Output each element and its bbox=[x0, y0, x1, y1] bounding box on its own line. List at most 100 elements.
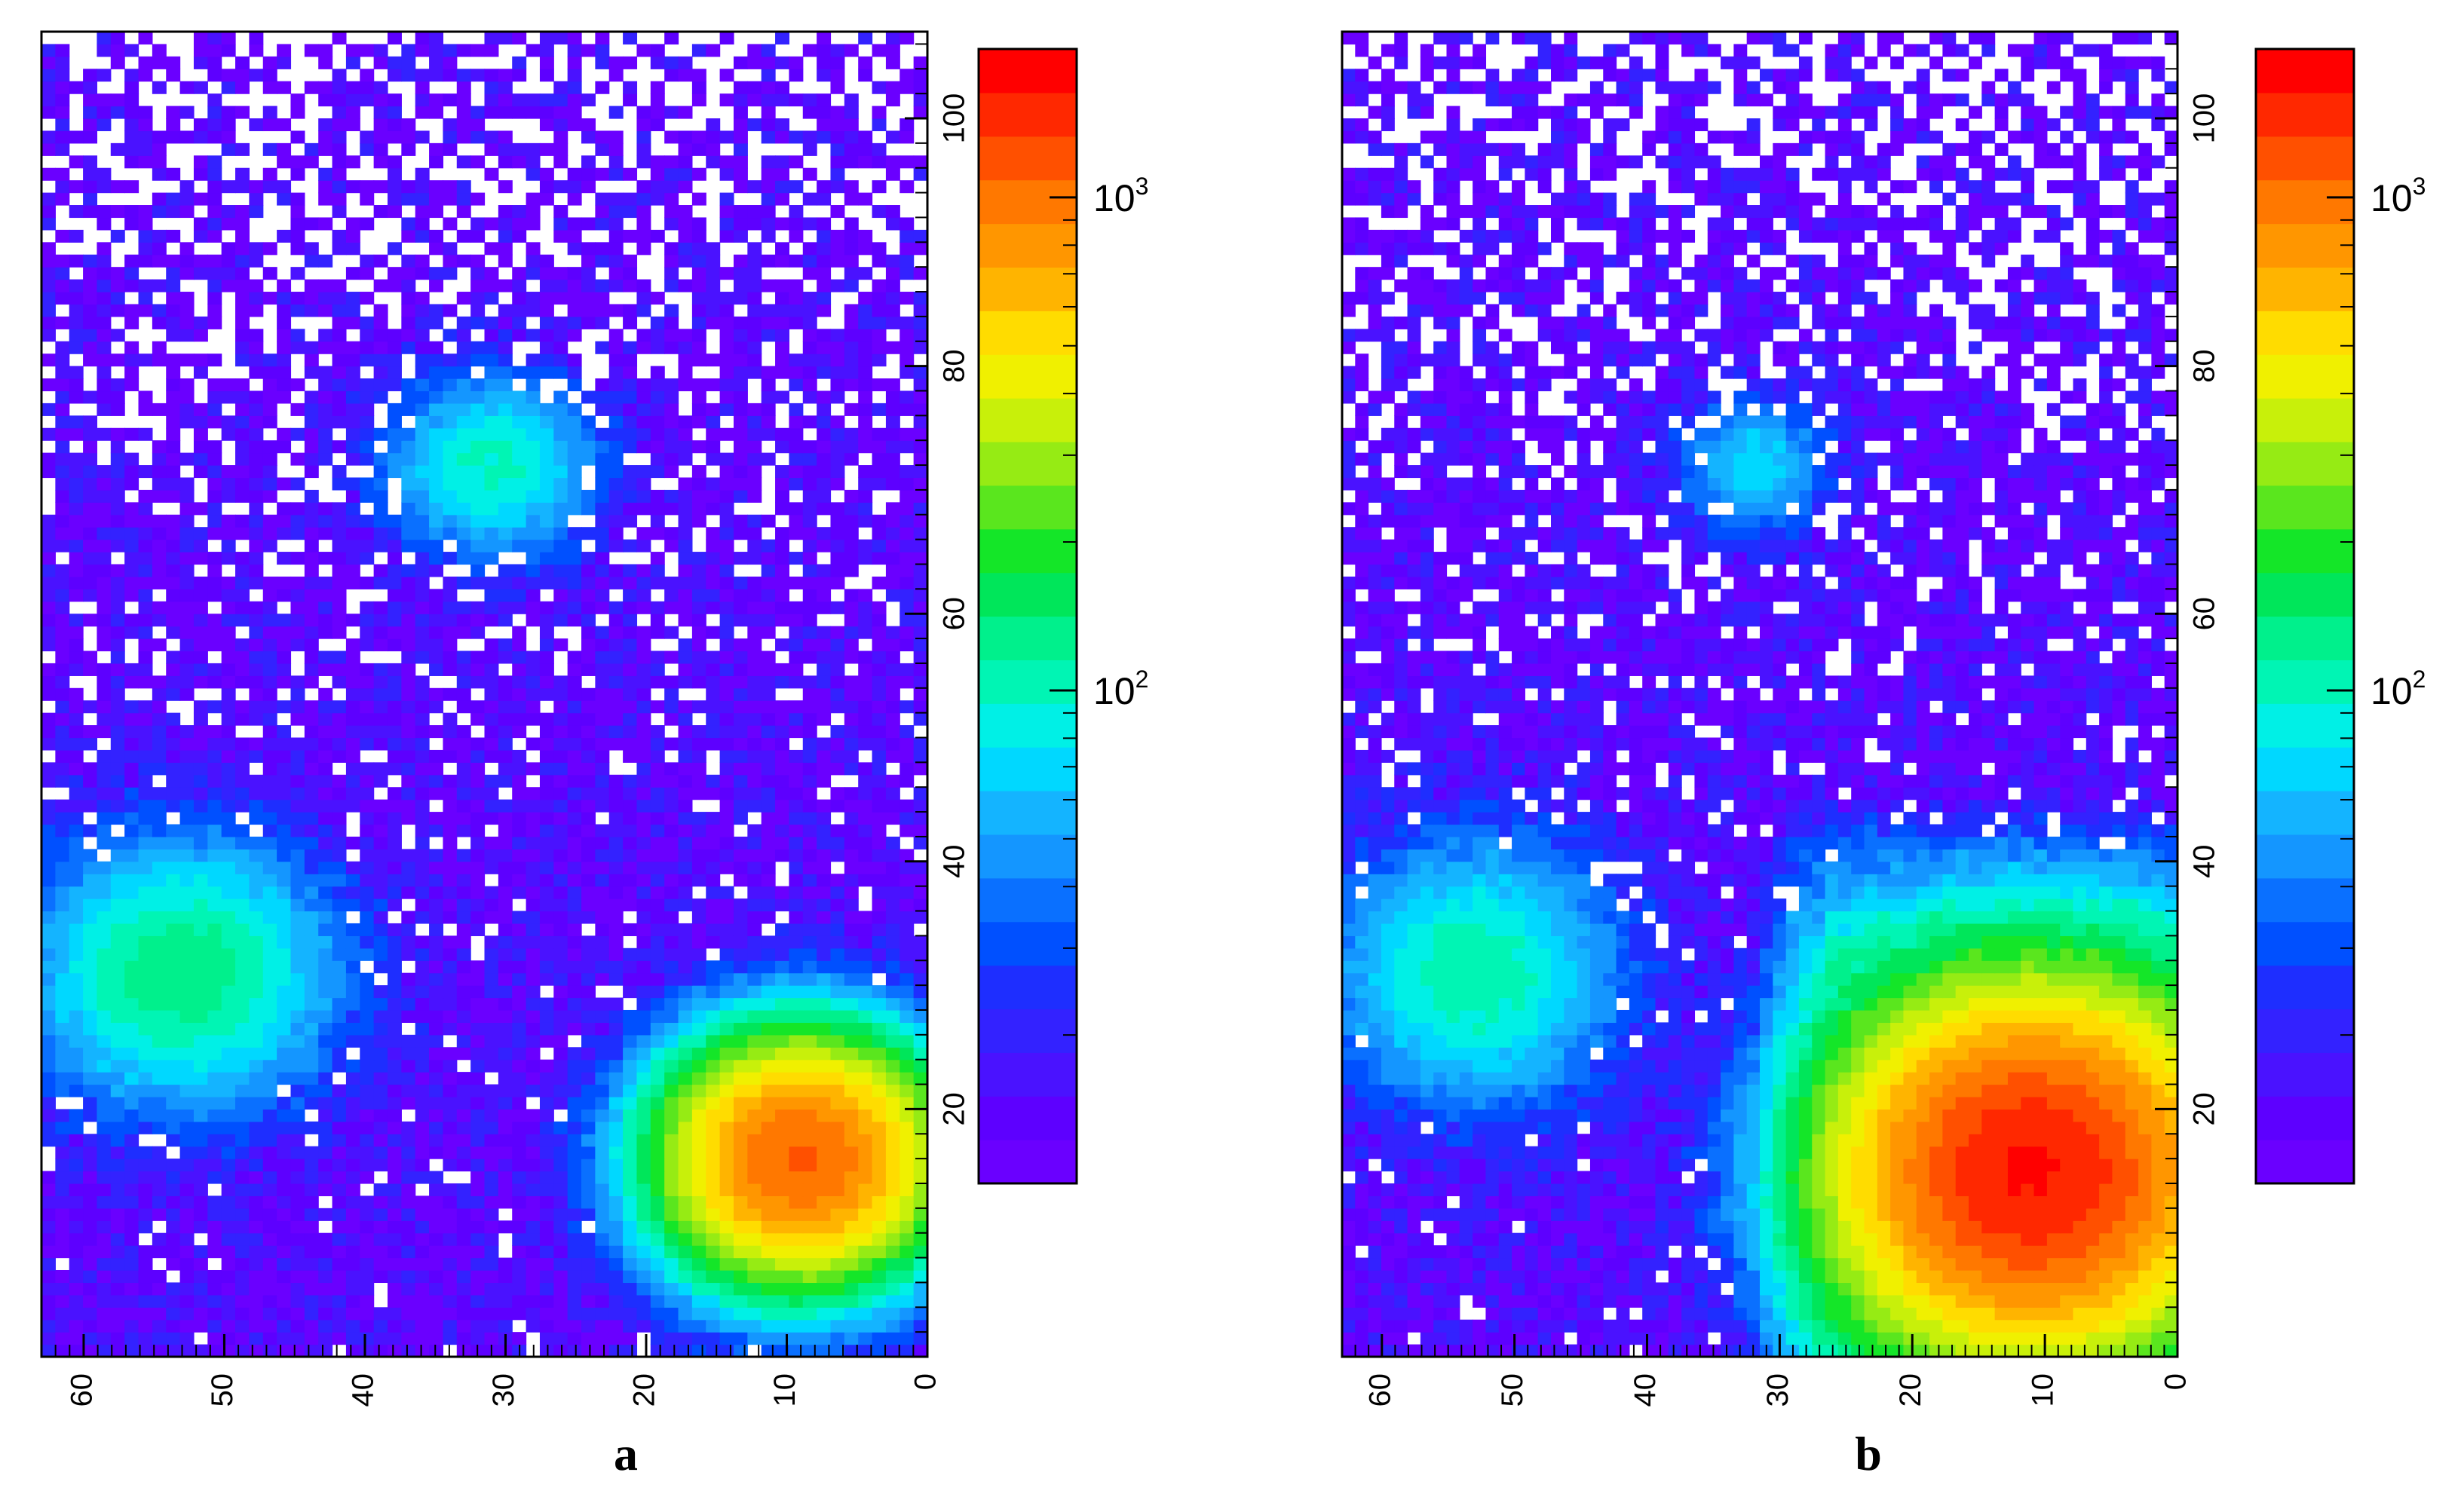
heatmap-a-bin bbox=[498, 366, 513, 379]
heatmap-a-bin bbox=[304, 427, 319, 441]
heatmap-a-bin bbox=[567, 378, 582, 392]
heatmap-a-bin bbox=[844, 1294, 859, 1308]
heatmap-a-bin bbox=[360, 292, 375, 305]
heatmap-a-bin bbox=[277, 390, 292, 404]
heatmap-a-bin bbox=[664, 1245, 679, 1259]
heatmap-a-bin bbox=[97, 725, 112, 739]
heatmap-a-bin bbox=[567, 1171, 582, 1184]
heatmap-a-bin bbox=[179, 614, 195, 627]
heatmap-a-bin bbox=[636, 589, 651, 602]
heatmap-a-bin bbox=[166, 403, 181, 416]
heatmap-a-bin bbox=[761, 366, 776, 379]
heatmap-a-bin bbox=[802, 477, 817, 491]
heatmap-a-bin bbox=[373, 935, 388, 949]
heatmap-a-bin bbox=[429, 477, 444, 491]
heatmap-a-bin bbox=[415, 700, 430, 714]
heatmap-a-bin bbox=[304, 812, 319, 825]
heatmap-a-bin bbox=[830, 341, 845, 354]
heatmap-a-bin bbox=[429, 1232, 444, 1246]
heatmap-a-bin bbox=[235, 985, 250, 999]
heatmap-a-bin bbox=[623, 1282, 638, 1296]
heatmap-a-bin bbox=[415, 378, 430, 392]
heatmap-a-bin bbox=[484, 749, 499, 763]
heatmap-a-bin bbox=[290, 614, 305, 627]
heatmap-a-bin bbox=[401, 1208, 416, 1221]
heatmap-a-bin bbox=[69, 1059, 84, 1073]
heatmap-a-bin bbox=[733, 366, 748, 379]
heatmap-a-bin bbox=[872, 1109, 887, 1122]
heatmap-a-bin bbox=[664, 1034, 679, 1048]
heatmap-a-bin bbox=[207, 626, 222, 639]
heatmap-a-bin bbox=[249, 799, 264, 813]
heatmap-a-bin bbox=[747, 1009, 762, 1023]
heatmap-a-bin bbox=[138, 1282, 153, 1296]
heatmap-a-bin bbox=[83, 1072, 98, 1085]
heatmap-a-bin bbox=[415, 614, 430, 627]
heatmap-a-bin bbox=[636, 564, 651, 577]
heatmap-a-bin bbox=[387, 725, 402, 739]
heatmap-a-bin bbox=[470, 614, 486, 627]
heatmap-a-bin bbox=[747, 415, 762, 429]
heatmap-a-bin bbox=[775, 1269, 790, 1284]
heatmap-a-bin bbox=[235, 824, 250, 837]
heatmap-a-bin bbox=[595, 1307, 610, 1321]
heatmap-a-bin bbox=[567, 1307, 582, 1321]
heatmap-a-bin bbox=[733, 1294, 748, 1308]
heatmap-a-bin bbox=[207, 861, 222, 874]
heatmap-a-bin bbox=[138, 1332, 153, 1345]
heatmap-a-bin bbox=[387, 762, 402, 776]
heatmap-a-bin bbox=[138, 1195, 153, 1209]
heatmap-a-bin bbox=[664, 390, 679, 404]
heatmap-a-bin bbox=[802, 1047, 817, 1061]
heatmap-a-bin bbox=[733, 465, 748, 479]
heatmap-a-bin bbox=[747, 1307, 762, 1321]
heatmap-a-bin bbox=[830, 1022, 845, 1036]
heatmap-a-bin bbox=[69, 576, 84, 589]
heatmap-a-bin bbox=[844, 1257, 859, 1271]
heatmap-a-bin bbox=[124, 836, 139, 849]
heatmap-a-bin bbox=[747, 947, 762, 961]
heatmap-a-bin bbox=[69, 366, 84, 379]
heatmap-a-bin bbox=[623, 502, 638, 516]
heatmap-a-bin bbox=[193, 725, 208, 739]
heatmap-a-bin bbox=[858, 787, 873, 800]
heatmap-a-bin bbox=[262, 589, 277, 602]
heatmap-a-bin bbox=[207, 725, 222, 739]
heatmap-a-bin bbox=[207, 477, 222, 491]
heatmap-a-bin bbox=[97, 304, 112, 317]
heatmap-a-bin bbox=[470, 824, 486, 837]
heatmap-a-bin bbox=[484, 329, 499, 342]
heatmap-a-bin bbox=[470, 1121, 486, 1134]
heatmap-a-bin bbox=[166, 1257, 181, 1271]
heatmap-a-bin bbox=[207, 985, 222, 999]
heatmap-a-bin bbox=[885, 502, 900, 516]
heatmap-a-bin bbox=[789, 354, 804, 367]
heatmap-a-bin bbox=[691, 304, 706, 317]
heatmap-a-bin bbox=[526, 1269, 541, 1284]
heatmap-a-bin bbox=[470, 502, 486, 516]
heatmap-a-bin bbox=[885, 700, 900, 714]
heatmap-a-bin bbox=[817, 849, 832, 862]
heatmap-a-bin bbox=[802, 762, 817, 776]
heatmap-a-bin bbox=[830, 415, 845, 429]
heatmap-a-bin bbox=[567, 749, 582, 763]
heatmap-a-bin bbox=[844, 923, 859, 936]
heatmap-a-bin bbox=[802, 638, 817, 652]
heatmap-a-bin bbox=[456, 874, 471, 887]
heatmap-a-bin bbox=[207, 824, 222, 837]
heatmap-a-bin bbox=[678, 589, 693, 602]
heatmap-a-bin bbox=[179, 1332, 195, 1345]
heatmap-a-bin bbox=[69, 452, 84, 466]
heatmap-a-bin bbox=[221, 960, 236, 974]
heatmap-a-bin bbox=[401, 427, 416, 441]
heatmap-a-bin bbox=[235, 292, 250, 305]
heatmap-a-bin bbox=[41, 725, 56, 739]
heatmap-a-bin bbox=[830, 477, 845, 491]
heatmap-a-bin bbox=[138, 874, 153, 887]
heatmap-a-bin bbox=[526, 874, 541, 887]
heatmap-a-bin bbox=[706, 1307, 721, 1321]
heatmap-a-bin bbox=[844, 1109, 859, 1122]
heatmap-a-bin bbox=[277, 304, 292, 317]
heatmap-a-bin bbox=[193, 947, 208, 961]
heatmap-a-bin bbox=[858, 762, 873, 776]
